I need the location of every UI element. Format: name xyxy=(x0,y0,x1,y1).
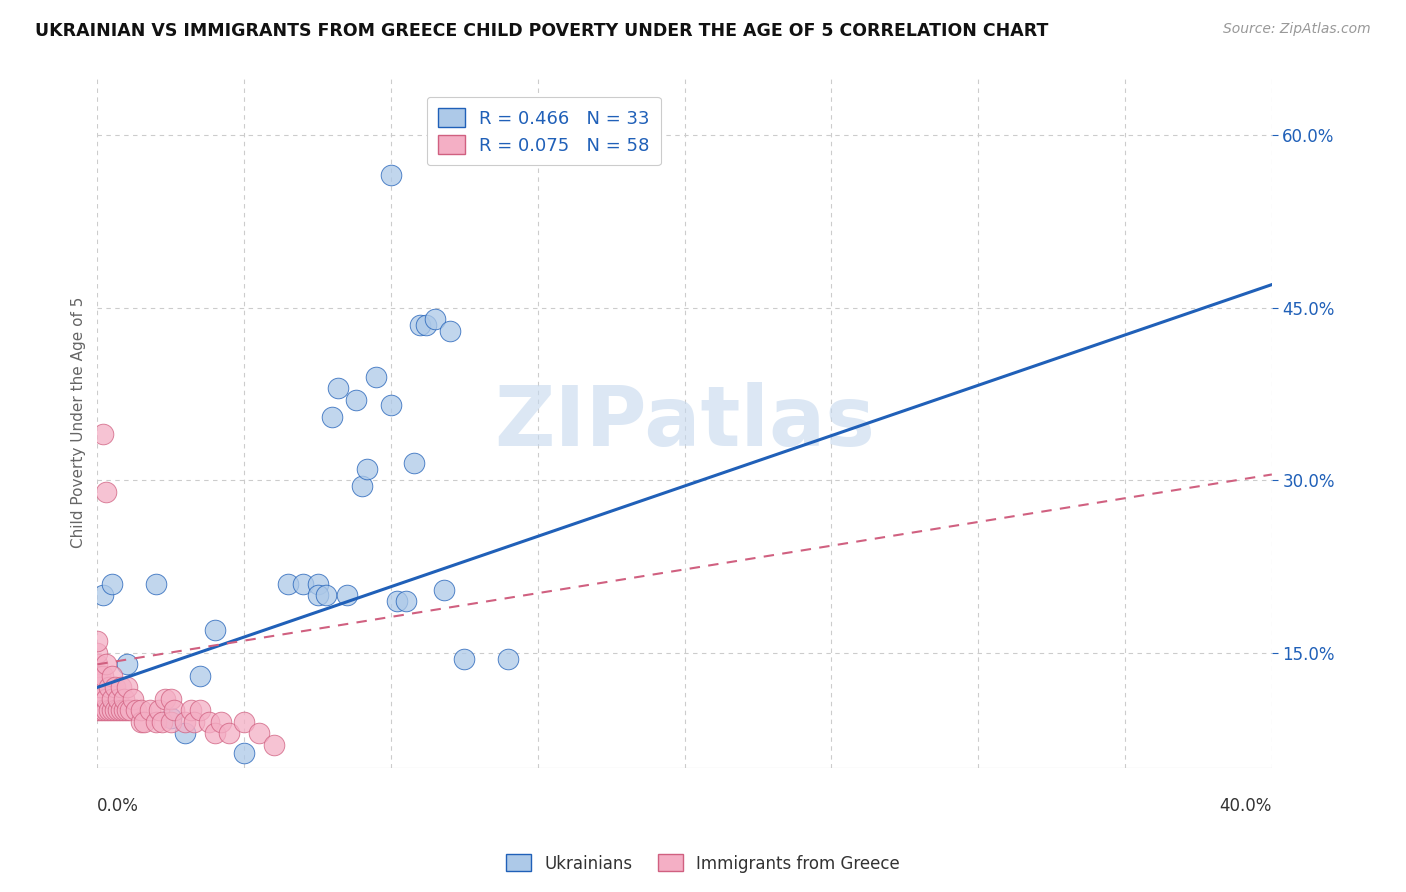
Point xyxy=(124,703,146,717)
Point xyxy=(153,692,176,706)
Point xyxy=(89,703,111,717)
Point xyxy=(453,651,475,665)
Point xyxy=(96,657,118,672)
Text: ZIPatlas: ZIPatlas xyxy=(494,382,875,463)
Point xyxy=(415,318,437,332)
Point xyxy=(159,692,181,706)
Point xyxy=(96,703,118,717)
Point xyxy=(112,703,135,717)
Text: UKRAINIAN VS IMMIGRANTS FROM GREECE CHILD POVERTY UNDER THE AGE OF 5 CORRELATION: UKRAINIAN VS IMMIGRANTS FROM GREECE CHIL… xyxy=(35,22,1049,40)
Point xyxy=(315,588,337,602)
Point xyxy=(96,484,118,499)
Point xyxy=(98,703,121,717)
Point xyxy=(139,703,162,717)
Point xyxy=(356,461,378,475)
Point xyxy=(115,703,138,717)
Point xyxy=(101,669,124,683)
Point xyxy=(118,703,141,717)
Point xyxy=(148,703,170,717)
Point xyxy=(89,669,111,683)
Point xyxy=(336,588,359,602)
Point xyxy=(91,588,114,602)
Point xyxy=(115,681,138,695)
Point xyxy=(423,312,446,326)
Point xyxy=(86,703,108,717)
Point xyxy=(101,692,124,706)
Point xyxy=(159,711,181,725)
Point xyxy=(180,703,202,717)
Point xyxy=(86,634,108,648)
Point xyxy=(307,588,329,602)
Point xyxy=(188,703,211,717)
Point xyxy=(183,714,205,729)
Point xyxy=(188,669,211,683)
Point xyxy=(380,399,402,413)
Point xyxy=(121,692,143,706)
Point xyxy=(263,738,285,752)
Point xyxy=(110,703,132,717)
Point xyxy=(91,703,114,717)
Point xyxy=(326,381,349,395)
Point xyxy=(247,726,270,740)
Point xyxy=(366,369,388,384)
Point xyxy=(395,594,418,608)
Point xyxy=(307,576,329,591)
Point xyxy=(174,726,197,740)
Point xyxy=(159,714,181,729)
Point xyxy=(174,714,197,729)
Point xyxy=(380,168,402,182)
Point xyxy=(131,703,153,717)
Point xyxy=(107,692,129,706)
Point xyxy=(110,681,132,695)
Point xyxy=(101,576,124,591)
Point xyxy=(91,427,114,442)
Point xyxy=(344,392,367,407)
Point xyxy=(198,714,221,729)
Point xyxy=(291,576,314,591)
Point xyxy=(233,746,256,760)
Point xyxy=(385,594,408,608)
Point xyxy=(439,324,461,338)
Point xyxy=(86,669,108,683)
Point xyxy=(204,726,226,740)
Legend: Ukrainians, Immigrants from Greece: Ukrainians, Immigrants from Greece xyxy=(499,847,907,880)
Point xyxy=(233,714,256,729)
Point xyxy=(104,681,127,695)
Point xyxy=(86,657,108,672)
Point xyxy=(321,409,343,424)
Point xyxy=(86,692,108,706)
Point xyxy=(498,651,520,665)
Point xyxy=(145,576,167,591)
Point xyxy=(134,714,156,729)
Text: 0.0%: 0.0% xyxy=(97,797,139,814)
Legend: R = 0.466   N = 33, R = 0.075   N = 58: R = 0.466 N = 33, R = 0.075 N = 58 xyxy=(427,97,661,166)
Point xyxy=(98,681,121,695)
Point xyxy=(115,657,138,672)
Text: Source: ZipAtlas.com: Source: ZipAtlas.com xyxy=(1223,22,1371,37)
Point xyxy=(277,576,299,591)
Point xyxy=(131,714,153,729)
Point xyxy=(86,681,108,695)
Point xyxy=(89,681,111,695)
Point xyxy=(150,714,173,729)
Point xyxy=(218,726,240,740)
Text: 40.0%: 40.0% xyxy=(1219,797,1272,814)
Point xyxy=(145,714,167,729)
Point xyxy=(91,669,114,683)
Point xyxy=(204,623,226,637)
Point xyxy=(96,692,118,706)
Point xyxy=(104,703,127,717)
Point xyxy=(350,479,373,493)
Point xyxy=(433,582,456,597)
Point xyxy=(209,714,232,729)
Point xyxy=(404,456,426,470)
Point xyxy=(107,703,129,717)
Point xyxy=(163,703,186,717)
Point xyxy=(409,318,432,332)
Point xyxy=(112,692,135,706)
Point xyxy=(101,703,124,717)
Point xyxy=(89,692,111,706)
Y-axis label: Child Poverty Under the Age of 5: Child Poverty Under the Age of 5 xyxy=(72,297,86,549)
Point xyxy=(86,646,108,660)
